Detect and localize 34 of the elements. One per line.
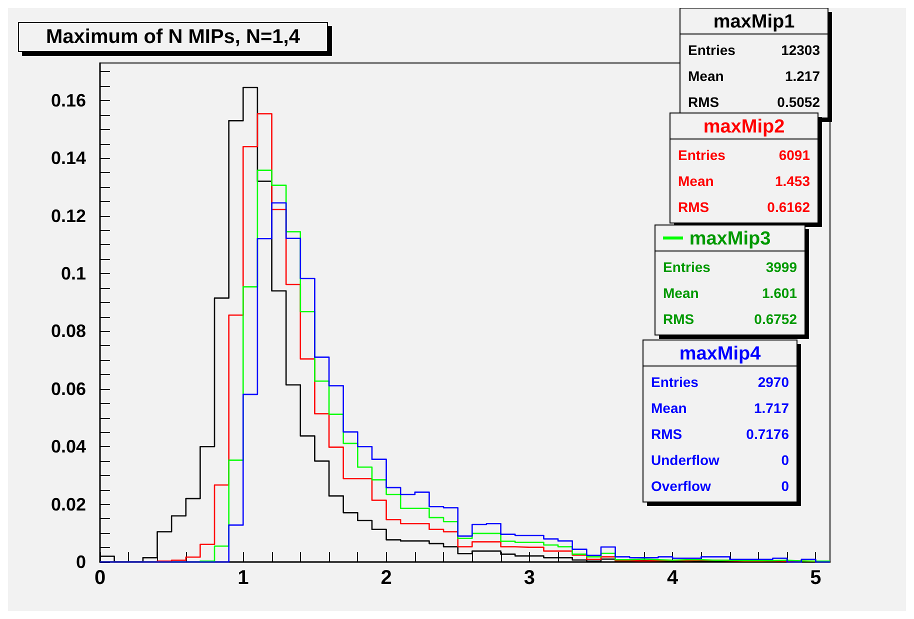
text: RMS 0.5052 [688,94,820,110]
y-tick-label: 0.1 [60,264,86,284]
y-tick-label: 0.14 [50,148,86,168]
text: Mean 1.453 [678,173,810,189]
x-tick-label: 0 [94,567,106,589]
text: Entries 3999 [663,259,797,275]
text: Mean 1.217 [688,68,820,84]
y-tick-label: 0.02 [50,494,86,514]
text: maxMip2 [703,116,785,138]
text: Overflow 0 [651,478,789,494]
x-tick-label: 3 [524,567,535,589]
y-tick-label: 0.04 [50,436,86,457]
legend-label: maxMip3 [689,228,771,250]
text: Entries 12303 [688,42,820,58]
x-tick-label: 5 [810,567,822,589]
y-tick-label: 0.06 [50,378,86,399]
y-tick-label: 0.16 [50,90,86,110]
text: Entries 6091 [678,147,810,163]
y-tick-label: 0.12 [50,206,86,226]
text: Entries 2970 [651,374,789,390]
text: maxMip1 [713,12,796,32]
x-tick-label: 4 [666,567,679,589]
text: maxMip4 [679,344,762,364]
y-tick-label: 0 [76,552,86,572]
text: Underflow 0 [651,452,789,468]
text: Mean 1.601 [663,285,797,301]
text: RMS 0.6752 [663,311,797,327]
text: RMS 0.6162 [678,199,810,215]
x-tick-label: 2 [380,567,392,589]
text: RMS 0.7176 [651,426,789,442]
x-tick-label: 1 [238,567,249,589]
text: Mean 1.717 [651,400,789,416]
chart-title: Maximum of N MIPs, N=1,4 [46,26,301,48]
y-tick-label: 0.08 [50,321,86,342]
